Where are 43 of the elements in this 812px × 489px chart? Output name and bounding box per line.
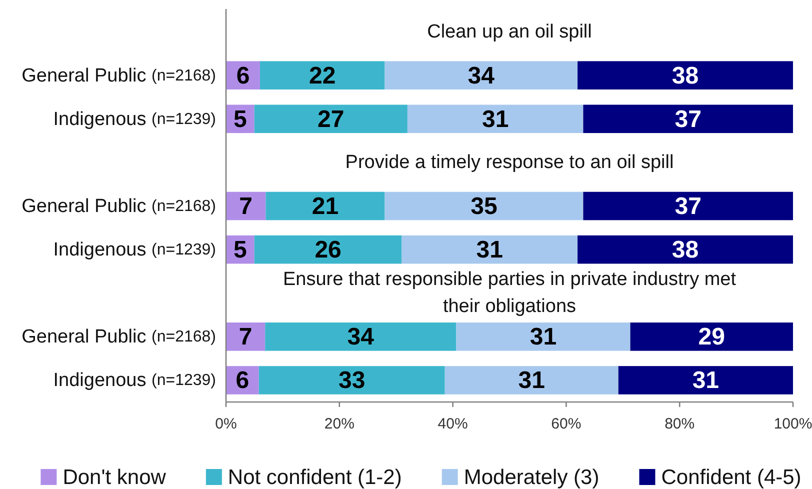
- legend-label: Don't know: [62, 466, 167, 488]
- data-label: 31: [530, 323, 557, 350]
- legend-label: Confident (4-5): [661, 466, 802, 488]
- y-tick-label: General Public (n=2168): [22, 196, 216, 216]
- data-label: 7: [239, 192, 253, 220]
- data-label: 35: [470, 192, 498, 220]
- x-tick-label: 60%: [551, 416, 582, 433]
- y-tick-label: General Public (n=2168): [22, 326, 216, 348]
- annotation: Ensure that responsible parties in private industry met their obligations: [282, 269, 737, 318]
- data-label: 7: [238, 323, 252, 350]
- legend-label: Not confident (1-2): [228, 466, 402, 488]
- y-tick-label: General Public (n=2168): [22, 64, 216, 86]
- x-tick-label: 100%: [774, 416, 812, 433]
- data-label: 33: [338, 366, 366, 394]
- data-label: 26: [314, 236, 342, 264]
- data-label: 34: [468, 62, 496, 89]
- data-label: 29: [698, 323, 725, 350]
- data-label: 6: [236, 366, 250, 394]
- y-tick-label: Indigenous (n=1239): [53, 370, 216, 391]
- annotation: Provide a timely response to an oil spill: [345, 152, 674, 173]
- x-tick-label: 80%: [664, 416, 695, 433]
- data-label: 27: [318, 105, 344, 132]
- legend-label: Moderately (3): [464, 466, 600, 488]
- x-tick-label: 0%: [215, 416, 237, 433]
- x-tick-label: 40%: [438, 416, 468, 433]
- data-label: 34: [347, 323, 375, 350]
- data-label: 37: [674, 192, 702, 220]
- data-label: 5: [233, 236, 247, 264]
- y-tick-label: Indigenous (n=1239): [53, 239, 216, 260]
- data-label: 22: [309, 62, 336, 89]
- data-label: 38: [672, 62, 699, 89]
- data-label: 38: [672, 236, 699, 264]
- data-label: 5: [233, 105, 247, 132]
- data-label: 37: [674, 105, 702, 132]
- data-label: 21: [312, 192, 339, 220]
- data-label: 31: [482, 105, 509, 132]
- x-tick-label: 20%: [324, 416, 354, 433]
- y-tick-label: Indigenous (n=1239): [53, 108, 216, 130]
- data-label: 31: [692, 366, 720, 394]
- data-label: 31: [476, 236, 504, 264]
- data-label: 31: [518, 366, 545, 394]
- annotation: Clean up an oil spill: [427, 21, 592, 42]
- data-label: 6: [236, 62, 250, 89]
